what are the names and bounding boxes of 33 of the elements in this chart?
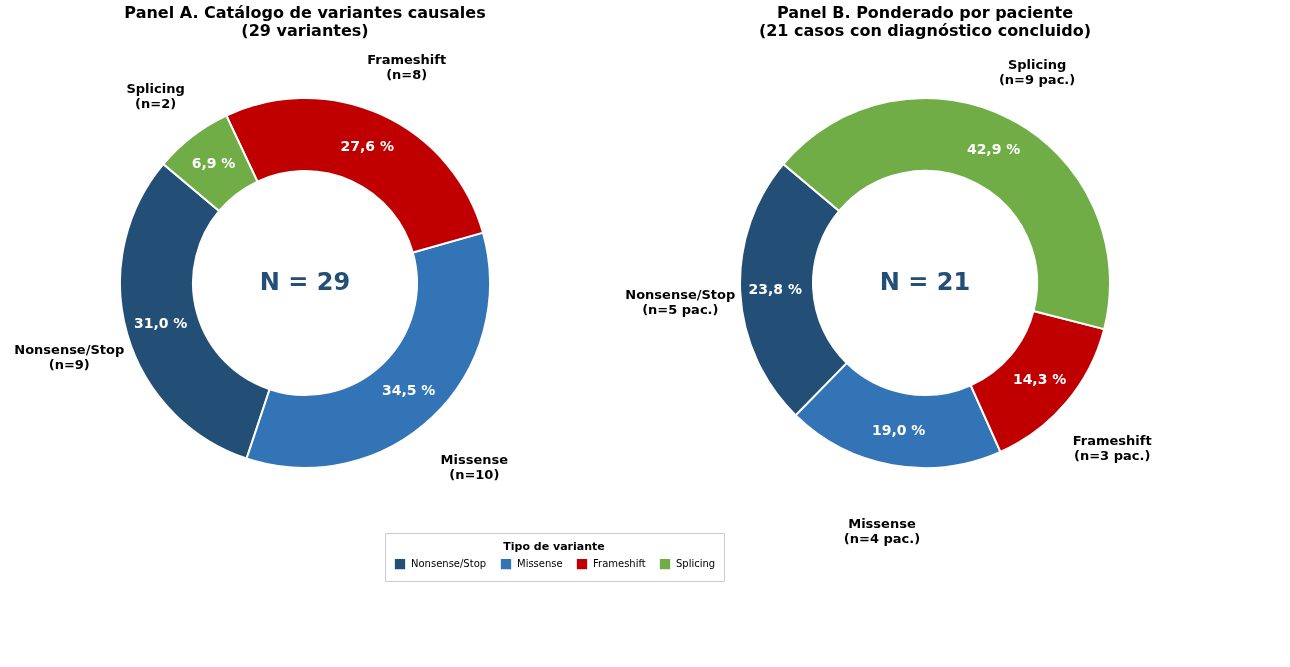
slice-label: Nonsense/Stop	[14, 341, 125, 357]
data-label: 27,6 %	[340, 137, 394, 154]
text: (n=9 pac.)	[998, 72, 1076, 88]
text: N = 21	[879, 268, 971, 296]
slice-label: Splicing	[1007, 57, 1067, 73]
text: (n=9)	[48, 356, 90, 372]
slice-label: Frameshift	[1072, 433, 1152, 449]
data-label: 23,8 %	[748, 281, 802, 298]
text: (n=3 pac.)	[1074, 448, 1151, 464]
data-label: 34,5 %	[381, 382, 436, 399]
text: N = 29	[259, 268, 351, 296]
data-label: 19,0 %	[871, 421, 926, 438]
data-label: 14,3 %	[1012, 370, 1067, 387]
text: (n=2)	[135, 95, 177, 111]
slice-label: Nonsense/Stop	[625, 287, 736, 303]
data-label: 6,9 %	[191, 155, 236, 172]
slice-label: Missense	[848, 516, 916, 532]
slice-label: Splicing	[126, 80, 185, 96]
legend-label: Missense	[517, 558, 563, 570]
legend-label: Nonsense/Stop	[411, 558, 487, 570]
legend-label: Splicing	[676, 558, 716, 570]
legend-title: Tipo de variante	[503, 540, 605, 553]
text: (n=8)	[386, 67, 428, 83]
slice-label: Missense	[440, 452, 509, 468]
data-label: 42,9 %	[966, 140, 1021, 157]
text: (n=10)	[449, 467, 500, 483]
chart-title: Panel B. Ponderado por paciente (21 casos con diagnóstico concluido)	[758, 3, 1092, 40]
slice-label: Frameshift	[367, 52, 447, 68]
legend-label: Frameshift	[593, 558, 646, 570]
chart-title: Panel A. Catálogo de variantes causales (29 variantes)	[124, 3, 486, 40]
text: (n=4 pac.)	[843, 531, 921, 547]
text: (n=5 pac.)	[642, 302, 719, 318]
data-label: 31,0 %	[133, 314, 188, 331]
